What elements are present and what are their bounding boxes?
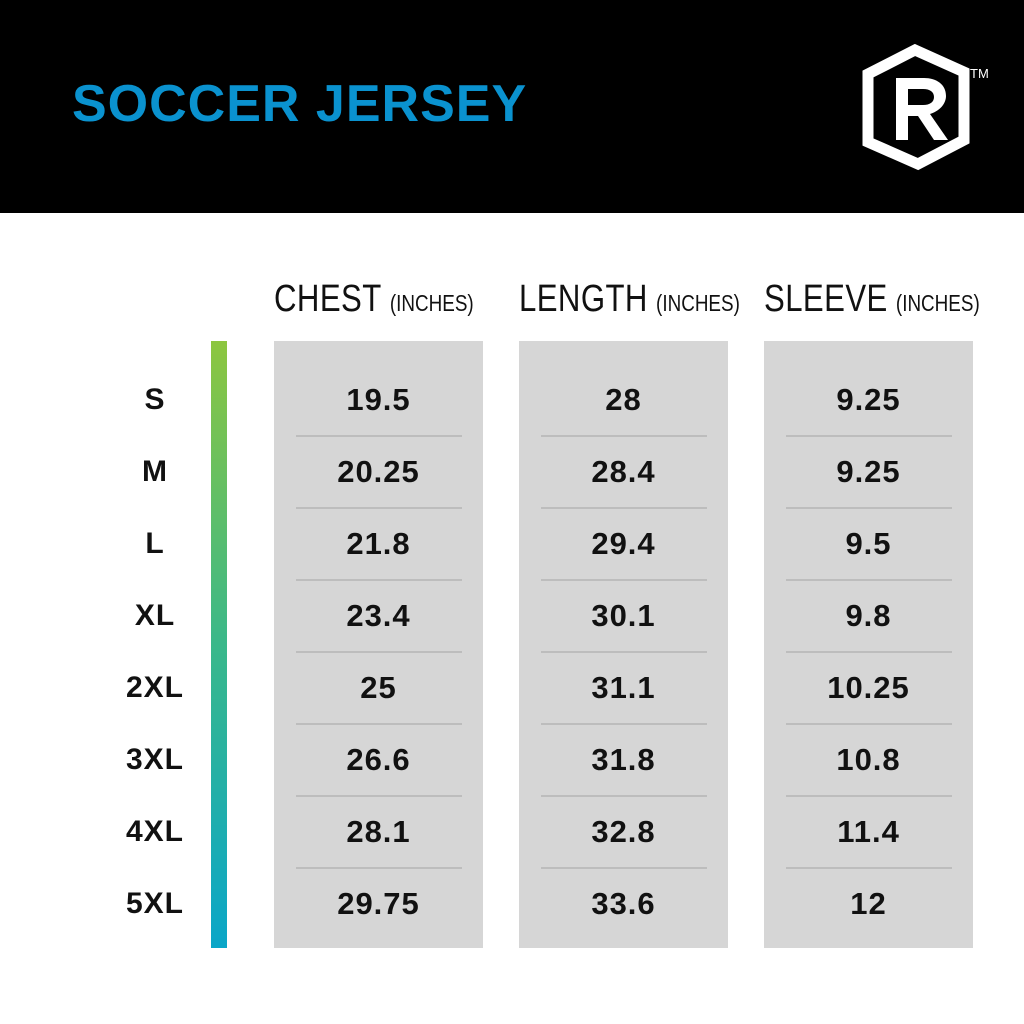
chest-cell: 29.75 <box>337 886 420 921</box>
row-divider <box>296 435 462 437</box>
sleeve-cell: 11.4 <box>837 814 900 849</box>
row-divider <box>541 795 707 797</box>
size-label: 3XL <box>125 743 185 776</box>
length-cell: 28.4 <box>591 454 656 489</box>
length-column: 28 28.4 29.4 30.1 31.1 31.8 32.8 33.6 <box>519 341 728 948</box>
row-divider <box>296 795 462 797</box>
length-cell: 28 <box>605 382 642 417</box>
length-cell: 30.1 <box>591 598 656 633</box>
chest-cell: 26.6 <box>346 742 411 777</box>
trademark-label: TM <box>970 66 989 81</box>
row-divider <box>296 579 462 581</box>
length-cell: 29.4 <box>591 526 656 561</box>
sleeve-cell: 10.8 <box>836 742 901 777</box>
column-unit: (INCHES) <box>656 290 740 316</box>
length-cell: 33.6 <box>591 886 656 921</box>
column-title: CHEST <box>274 278 382 320</box>
column-unit: (INCHES) <box>389 290 474 316</box>
size-label: 5XL <box>125 887 185 920</box>
row-divider <box>786 579 952 581</box>
chest-cell: 25 <box>360 670 397 705</box>
chest-cell: 23.4 <box>346 598 411 633</box>
size-label: 4XL <box>125 815 185 848</box>
row-divider <box>296 867 462 869</box>
row-divider <box>786 795 952 797</box>
row-divider <box>786 507 952 509</box>
length-cell: 32.8 <box>591 814 656 849</box>
chest-column: 19.5 20.25 21.8 23.4 25 26.6 28.1 29.75 <box>274 341 483 948</box>
sleeve-cell: 9.25 <box>836 454 901 489</box>
chest-cell: 28.1 <box>346 814 411 849</box>
length-cell: 31.1 <box>591 670 656 705</box>
page-title: SOCCER JERSEY <box>72 75 528 133</box>
r-hexagon-logo-icon: TM <box>860 44 992 172</box>
sleeve-column: 9.25 9.25 9.5 9.8 10.25 10.8 11.4 12 <box>764 341 973 948</box>
size-label: S <box>144 383 166 416</box>
column-title: LENGTH <box>519 278 648 320</box>
column-header-length: LENGTH (INCHES) <box>519 278 740 322</box>
row-divider <box>541 651 707 653</box>
row-divider <box>541 867 707 869</box>
gradient-accent-bar <box>211 341 227 948</box>
chest-cell: 20.25 <box>337 454 420 489</box>
column-title: SLEEVE <box>764 278 888 320</box>
row-divider <box>786 867 952 869</box>
size-label: 2XL <box>125 671 185 704</box>
size-label: L <box>145 527 165 560</box>
header-banner: SOCCER JERSEY TM <box>0 0 1024 213</box>
sleeve-cell: 10.25 <box>827 670 910 705</box>
sleeve-cell: 9.8 <box>845 598 892 633</box>
row-divider <box>541 507 707 509</box>
row-divider <box>541 579 707 581</box>
row-divider <box>296 723 462 725</box>
length-cell: 31.8 <box>591 742 656 777</box>
row-divider <box>786 723 952 725</box>
row-divider <box>296 507 462 509</box>
size-label: XL <box>134 599 176 632</box>
row-divider <box>541 435 707 437</box>
sleeve-cell: 9.5 <box>845 526 892 561</box>
sleeve-cell: 9.25 <box>836 382 901 417</box>
row-divider <box>786 435 952 437</box>
column-header-sleeve: SLEEVE (INCHES) <box>764 278 980 322</box>
row-divider <box>786 651 952 653</box>
chest-cell: 21.8 <box>346 526 411 561</box>
sleeve-cell: 12 <box>850 886 887 921</box>
row-divider <box>541 723 707 725</box>
column-unit: (INCHES) <box>895 290 980 316</box>
column-header-chest: CHEST (INCHES) <box>274 278 474 322</box>
size-label: M <box>142 455 168 488</box>
row-divider <box>296 651 462 653</box>
chest-cell: 19.5 <box>346 382 411 417</box>
